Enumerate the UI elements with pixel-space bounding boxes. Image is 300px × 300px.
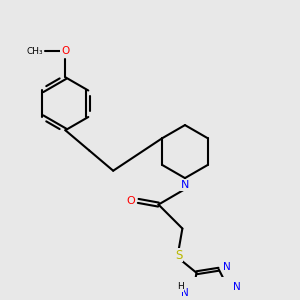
Text: N: N: [223, 262, 231, 272]
Text: CH₃: CH₃: [27, 47, 44, 56]
Text: O: O: [127, 196, 135, 206]
Text: N: N: [233, 283, 241, 292]
Text: N: N: [181, 180, 189, 190]
Text: O: O: [61, 46, 70, 56]
Text: S: S: [175, 248, 182, 262]
Text: N: N: [181, 288, 189, 298]
Text: H: H: [177, 282, 183, 291]
